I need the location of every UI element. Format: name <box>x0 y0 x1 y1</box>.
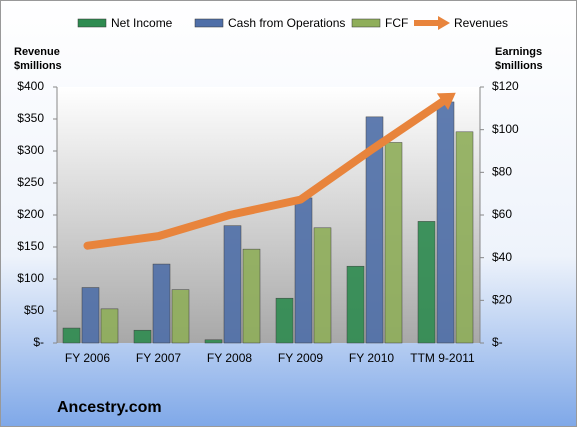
legend-label: FCF <box>385 16 408 30</box>
legend-swatch <box>194 18 224 28</box>
bar <box>223 225 242 344</box>
line <box>83 97 447 250</box>
footer: Ancestry.com <box>57 399 162 416</box>
bar <box>242 248 261 344</box>
y-tick-label: $200 <box>17 207 44 221</box>
x-tick-label: FY 2008 <box>207 351 252 365</box>
y2-label: Earnings <box>495 46 542 58</box>
y2-label: $millions <box>495 60 543 72</box>
y2-tick-label: $20 <box>492 293 512 307</box>
bar <box>346 265 365 344</box>
plot-area <box>57 87 480 343</box>
legend-swatch <box>438 16 450 30</box>
bar <box>100 308 119 344</box>
y-tick-label: $50 <box>24 303 44 317</box>
y2-tick-label: $100 <box>492 122 519 136</box>
bar <box>365 116 384 344</box>
legend-label: Net Income <box>111 16 173 30</box>
bar <box>204 339 223 344</box>
x-tick-label: FY 2010 <box>349 351 394 365</box>
y2-tick-label: $40 <box>492 250 512 264</box>
x-tick-label: FY 2007 <box>136 351 181 365</box>
y2-tick-label: $60 <box>492 207 512 221</box>
bar <box>171 289 190 344</box>
y-tick-label: $150 <box>17 239 44 253</box>
x-tick-label: FY 2006 <box>65 351 110 365</box>
bar <box>436 101 455 344</box>
bar <box>455 131 474 344</box>
legend-swatch <box>77 18 107 28</box>
legend-swatch <box>351 18 381 28</box>
legend-label: Cash from Operations <box>228 16 345 30</box>
y-label: $millions <box>14 60 62 72</box>
x-tick-label: TTM 9-2011 <box>410 351 475 365</box>
bar <box>294 197 313 344</box>
bar <box>81 287 100 344</box>
x-tick-label: FY 2009 <box>278 351 323 365</box>
bar <box>152 263 171 344</box>
y-tick-label: $250 <box>17 175 44 189</box>
bar <box>62 327 81 344</box>
y-tick-label: $300 <box>17 143 44 157</box>
y2-tick-label: $120 <box>492 79 519 93</box>
bar <box>384 142 403 344</box>
y-tick-label: $350 <box>17 111 44 125</box>
y-tick-label: $400 <box>17 79 44 93</box>
legend-label: Revenues <box>454 16 508 30</box>
y-tick-label: $100 <box>17 271 44 285</box>
bar <box>313 227 332 344</box>
bar <box>275 297 294 344</box>
arrow-head <box>436 92 456 111</box>
y2-tick-label: $80 <box>492 165 512 179</box>
bar <box>417 221 436 344</box>
y-label: Revenue <box>14 46 60 58</box>
y-tick-label: $- <box>33 335 44 349</box>
bar <box>133 329 152 344</box>
y2-tick-label: $- <box>492 335 503 349</box>
